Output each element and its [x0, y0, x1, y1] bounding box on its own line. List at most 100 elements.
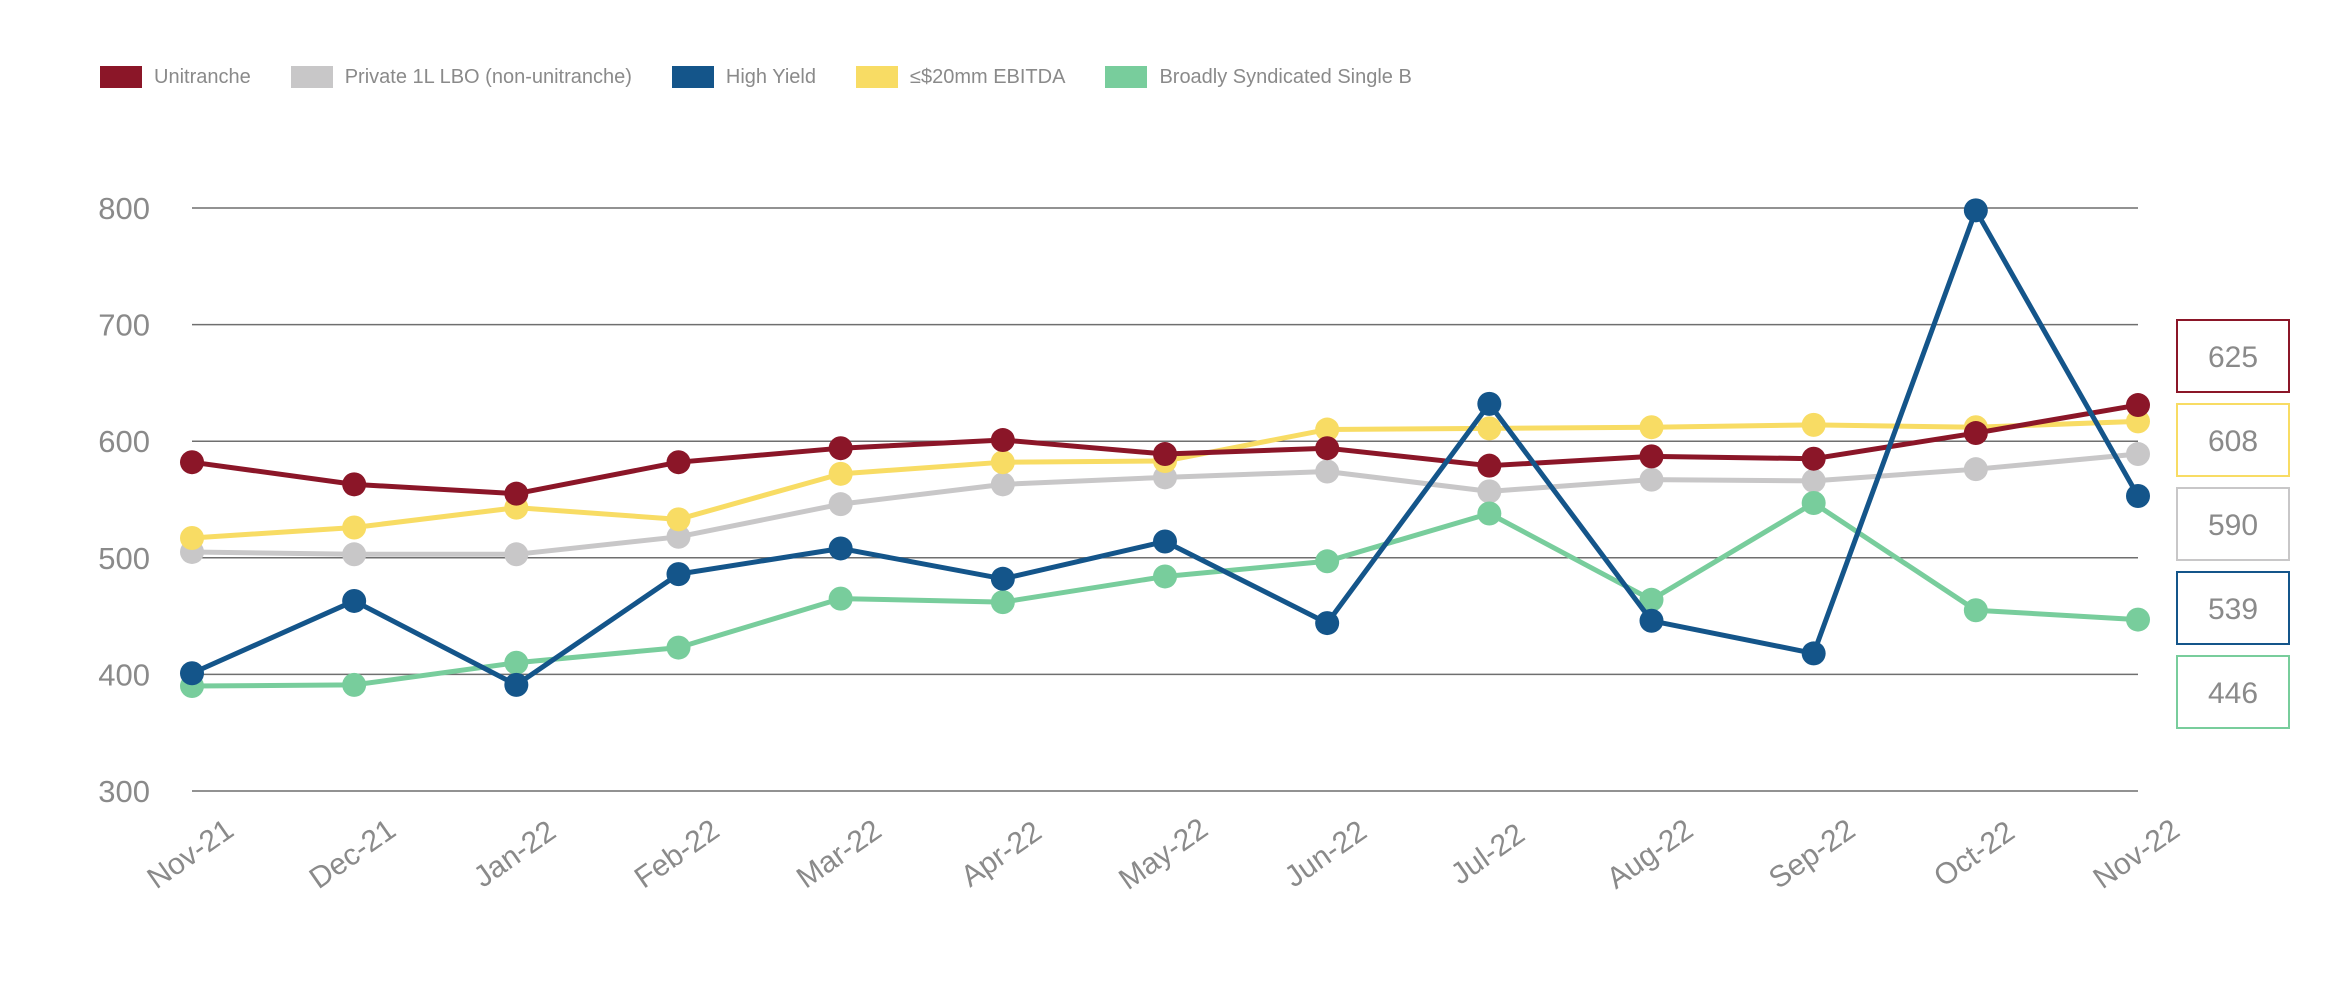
- point-high-yield-apr-22: [990, 566, 1015, 591]
- point-unitranche-apr-22: [990, 428, 1015, 453]
- legend-swatch-high-yield: [671, 66, 714, 88]
- gridlines: [192, 207, 2138, 792]
- x-tick-label-oct-22: Oct-22: [1928, 815, 2021, 894]
- point-broadly-syndicated-single-b-jun-22: [1315, 549, 1340, 574]
- x-axis-ticks: Nov-21 Dec-21 Jan-22 Feb-22 Mar-22 Apr-22 May-…: [141, 812, 2185, 896]
- point-unitranche-dec-21: [342, 472, 367, 497]
- legend-item-unitranche: Unitranche: [100, 66, 251, 89]
- point-private-1l-lbo-non-unitranche-aug-22: [1639, 467, 1664, 492]
- end-label-box-unitranche: [2176, 319, 2290, 393]
- point-unitranche-may-22: [1153, 442, 1177, 467]
- x-tick-label-apr-22: Apr-22: [955, 815, 1048, 894]
- point-private-1l-lbo-non-unitranche-apr-22: [990, 472, 1015, 497]
- end-label-20mm-ebitda: 608: [2176, 403, 2290, 477]
- legend: Unitranche Private 1L LBO (non-unitranch…: [100, 60, 1452, 94]
- y-tick-label-400: 400: [98, 657, 150, 692]
- point-high-yield-nov-21: [180, 661, 204, 686]
- point-private-1l-lbo-non-unitranche-oct-22: [1963, 457, 1988, 482]
- series-unitranche: [180, 393, 2150, 506]
- x-tick-label-sep-22: Sep-22: [1763, 813, 1861, 896]
- x-tick-label-jun-22: Jun-22: [1279, 814, 1373, 894]
- end-value-labels: 625 608 590 539 446: [2176, 319, 2290, 729]
- point-broadly-syndicated-single-b-oct-22: [1963, 598, 1988, 623]
- point-broadly-syndicated-single-b-may-22: [1153, 564, 1177, 589]
- point-broadly-syndicated-single-b-jan-22: [504, 650, 529, 675]
- end-label-high-yield: 539: [2176, 571, 2290, 645]
- point-20mm-ebitda-jun-22: [1315, 417, 1340, 442]
- point-private-1l-lbo-non-unitranche-dec-21: [342, 542, 367, 567]
- point-20mm-ebitda-apr-22: [990, 450, 1015, 475]
- point-unitranche-mar-22: [828, 436, 853, 461]
- point-high-yield-feb-22: [666, 562, 691, 587]
- point-20mm-ebitda-aug-22: [1639, 415, 1664, 440]
- legend-label-unitranche: Unitranche: [154, 65, 251, 88]
- point-high-yield-aug-22: [1639, 608, 1664, 633]
- point-high-yield-dec-21: [342, 588, 367, 613]
- legend-item-small-ebitda: ≤$20mm EBITDA: [855, 65, 1066, 89]
- x-tick-label-jan-22: Jan-22: [468, 814, 562, 894]
- x-tick-label-feb-22: Feb-22: [629, 813, 726, 895]
- point-broadly-syndicated-single-b-jul-22: [1477, 501, 1502, 526]
- y-tick-label-300: 300: [98, 774, 150, 809]
- point-broadly-syndicated-single-b-mar-22: [828, 586, 853, 611]
- legend-swatch-unitranche: [100, 66, 142, 88]
- point-unitranche-aug-22: [1639, 444, 1664, 469]
- point-unitranche-oct-22: [1963, 421, 1988, 446]
- legend-item-private-1l-lbo: Private 1L LBO (non-unitranche): [290, 65, 632, 89]
- x-tick-label-jul-22: Jul-22: [1445, 817, 1531, 891]
- y-tick-label-700: 700: [98, 308, 150, 343]
- x-tick-label-nov-22: Nov-22: [2087, 813, 2185, 896]
- point-broadly-syndicated-single-b-feb-22: [666, 635, 691, 660]
- point-unitranche-sep-22: [1801, 446, 1826, 471]
- point-high-yield-jun-22: [1315, 611, 1340, 636]
- series-broadly-syndicated-single-b: [180, 490, 2150, 699]
- point-unitranche-feb-22: [666, 450, 691, 475]
- x-tick-label-dec-21: Dec-21: [304, 813, 402, 896]
- end-label-box-high-yield: [2176, 571, 2290, 645]
- point-private-1l-lbo-non-unitranche-jan-22: [504, 542, 529, 567]
- point-20mm-ebitda-jul-22: [1477, 416, 1502, 441]
- point-private-1l-lbo-non-unitranche-nov-22: [2126, 442, 2150, 467]
- point-private-1l-lbo-non-unitranche-mar-22: [828, 492, 853, 517]
- end-label-unitranche: 625: [2176, 319, 2290, 393]
- point-private-1l-lbo-non-unitranche-feb-22: [666, 524, 691, 549]
- legend-swatch-private-1l-lbo: [290, 66, 333, 88]
- point-20mm-ebitda-sep-22: [1801, 412, 1826, 437]
- point-broadly-syndicated-single-b-apr-22: [990, 590, 1015, 615]
- x-tick-label-nov-21: Nov-21: [141, 813, 239, 896]
- point-20mm-ebitda-mar-22: [828, 461, 853, 486]
- point-unitranche-jul-22: [1477, 453, 1502, 478]
- x-tick-label-mar-22: Mar-22: [791, 813, 888, 895]
- series-lines: [180, 198, 2150, 699]
- point-unitranche-jan-22: [504, 481, 529, 506]
- point-broadly-syndicated-single-b-nov-22: [2126, 607, 2150, 632]
- legend-label-private-1l-lbo: Private 1L LBO (non-unitranche): [344, 65, 632, 88]
- legend-item-high-yield: High Yield: [671, 65, 816, 89]
- x-tick-label-may-22: May-22: [1113, 812, 1214, 896]
- series-high-yield: [180, 198, 2150, 697]
- point-high-yield-sep-22: [1801, 641, 1826, 666]
- point-high-yield-jul-22: [1477, 391, 1502, 416]
- y-tick-label-800: 800: [98, 191, 150, 226]
- legend-label-small-ebitda: ≤$20mm EBITDA: [909, 65, 1066, 88]
- legend-label-high-yield: High Yield: [725, 65, 816, 88]
- end-label-box-private-1l-lbo-non-unitranche: [2176, 487, 2290, 561]
- point-unitranche-nov-22: [2126, 393, 2150, 418]
- point-broadly-syndicated-single-b-aug-22: [1639, 587, 1664, 612]
- legend-swatch-small-ebitda: [855, 66, 898, 88]
- end-label-box-20mm-ebitda: [2176, 403, 2290, 477]
- point-20mm-ebitda-feb-22: [666, 507, 691, 532]
- point-broadly-syndicated-single-b-sep-22: [1801, 490, 1826, 515]
- legend-label-broadly-syndicated: Broadly Syndicated Single B: [1159, 65, 1412, 88]
- end-label-box-broadly-syndicated-single-b: [2176, 655, 2290, 729]
- end-label-private-1l-lbo-non-unitranche: 590: [2176, 487, 2290, 561]
- end-label-value-broadly-syndicated-single-b: 446: [2208, 677, 2258, 710]
- y-axis-ticks: 300 400 500 600 700 800: [98, 191, 150, 809]
- point-20mm-ebitda-dec-21: [342, 515, 367, 540]
- end-label-value-private-1l-lbo-non-unitranche: 590: [2208, 509, 2258, 542]
- end-label-value-20mm-ebitda: 608: [2208, 425, 2258, 458]
- point-high-yield-nov-22: [2126, 484, 2150, 509]
- point-high-yield-jan-22: [504, 672, 529, 697]
- end-label-value-unitranche: 625: [2208, 341, 2258, 374]
